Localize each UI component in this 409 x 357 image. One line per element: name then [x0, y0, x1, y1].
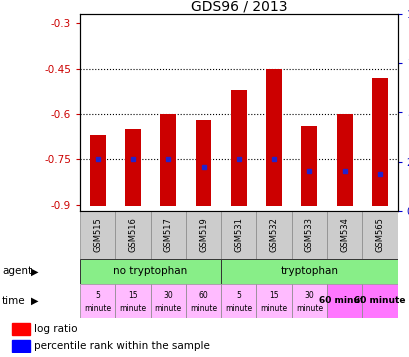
Bar — [220, 211, 256, 259]
Text: 15: 15 — [269, 291, 278, 300]
Bar — [256, 211, 291, 259]
Text: GSM517: GSM517 — [163, 217, 172, 252]
Text: GSM531: GSM531 — [234, 217, 243, 252]
Bar — [336, 114, 352, 206]
Bar — [80, 259, 220, 284]
Bar — [230, 90, 246, 206]
Bar — [12, 323, 30, 335]
Bar — [115, 284, 150, 318]
Text: GSM532: GSM532 — [269, 217, 278, 252]
Bar — [12, 340, 30, 352]
Text: minute: minute — [260, 304, 287, 313]
Text: 60 minute: 60 minute — [318, 296, 370, 305]
Bar — [80, 211, 115, 259]
Bar — [150, 211, 185, 259]
Bar — [125, 129, 141, 206]
Text: minute: minute — [225, 304, 252, 313]
Bar — [291, 284, 326, 318]
Text: minute: minute — [295, 304, 322, 313]
Text: ▶: ▶ — [31, 296, 38, 306]
Text: 30: 30 — [163, 291, 173, 300]
Text: minute: minute — [84, 304, 111, 313]
Text: minute: minute — [154, 304, 181, 313]
Text: minute: minute — [189, 304, 216, 313]
Text: 60: 60 — [198, 291, 208, 300]
Text: 5: 5 — [95, 291, 100, 300]
Text: GSM533: GSM533 — [304, 217, 313, 252]
Text: log ratio: log ratio — [34, 324, 78, 334]
Bar — [80, 284, 115, 318]
Text: tryptophan: tryptophan — [280, 266, 337, 276]
Text: 60 minute: 60 minute — [353, 296, 405, 305]
Bar — [301, 126, 317, 206]
Bar — [195, 120, 211, 206]
Bar — [185, 284, 220, 318]
Bar — [90, 135, 105, 206]
Bar — [371, 78, 387, 206]
Text: 15: 15 — [128, 291, 137, 300]
Bar — [256, 284, 291, 318]
Title: GDS96 / 2013: GDS96 / 2013 — [190, 0, 286, 13]
Text: ▶: ▶ — [31, 266, 38, 276]
Bar — [150, 284, 185, 318]
Text: 30: 30 — [304, 291, 314, 300]
Bar — [291, 211, 326, 259]
Bar — [265, 69, 281, 206]
Bar — [362, 211, 397, 259]
Bar — [220, 259, 397, 284]
Bar — [362, 284, 397, 318]
Text: GSM516: GSM516 — [128, 217, 137, 252]
Bar — [115, 211, 150, 259]
Text: time: time — [2, 296, 26, 306]
Text: no tryptophan: no tryptophan — [113, 266, 187, 276]
Bar — [326, 284, 362, 318]
Text: 5: 5 — [236, 291, 240, 300]
Text: GSM515: GSM515 — [93, 217, 102, 252]
Bar — [326, 211, 362, 259]
Bar — [185, 211, 220, 259]
Text: agent: agent — [2, 266, 32, 276]
Text: GSM519: GSM519 — [198, 217, 207, 252]
Bar — [160, 114, 176, 206]
Text: GSM565: GSM565 — [375, 217, 384, 252]
Text: percentile rank within the sample: percentile rank within the sample — [34, 341, 210, 351]
Text: GSM534: GSM534 — [339, 217, 348, 252]
Bar — [220, 284, 256, 318]
Text: minute: minute — [119, 304, 146, 313]
